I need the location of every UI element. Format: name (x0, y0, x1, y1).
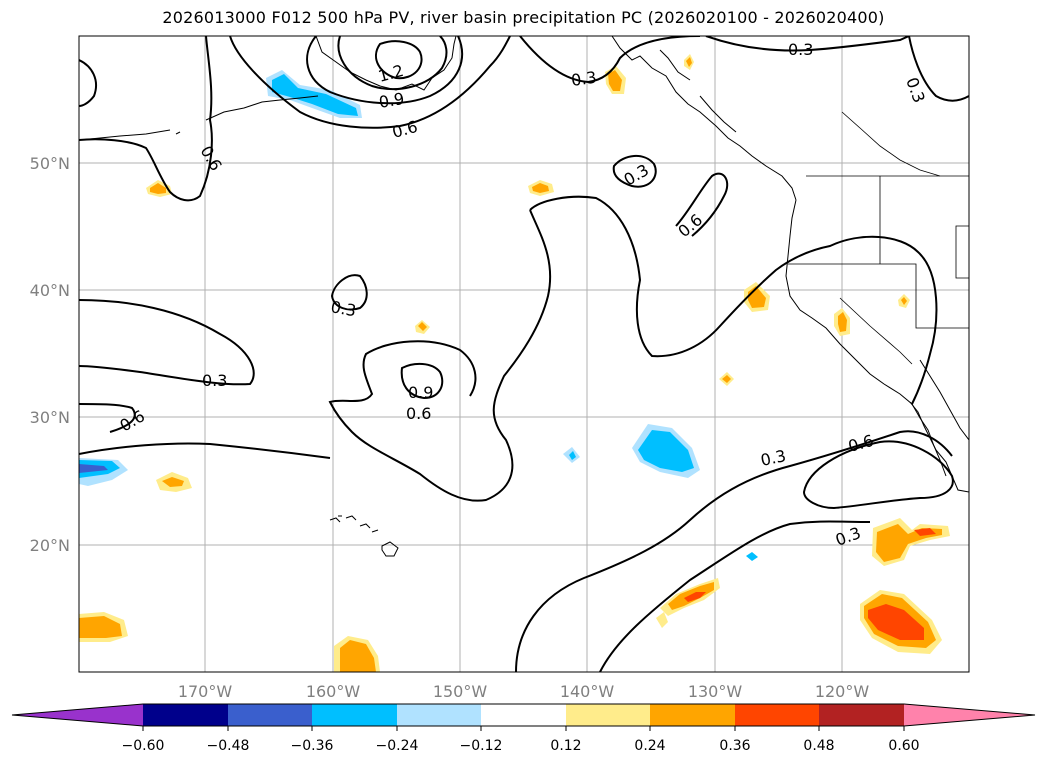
map-border (78, 35, 970, 673)
svg-text:0.3: 0.3 (788, 40, 813, 59)
colorbar-tick: −0.60 (122, 738, 165, 754)
colorbar-extend-high (904, 704, 1035, 726)
colorbar-tick: −0.24 (376, 738, 419, 754)
pv-contours (79, 36, 969, 672)
svg-text:0.9: 0.9 (377, 89, 405, 112)
latitude-labels: 50°N 40°N 30°N 20°N (30, 154, 70, 555)
svg-text:50°N: 50°N (30, 154, 70, 173)
colorbar-extend-low (12, 704, 143, 726)
svg-text:0.3: 0.3 (570, 68, 598, 90)
svg-text:0.3: 0.3 (759, 446, 788, 470)
svg-text:30°N: 30°N (30, 408, 70, 427)
colorbar-tick: 0.60 (888, 738, 919, 754)
svg-text:40°N: 40°N (30, 281, 70, 300)
colorbar-tick: 0.12 (550, 738, 581, 754)
svg-text:150°W: 150°W (433, 682, 488, 701)
colorbar-tick: −0.36 (291, 738, 334, 754)
map-title: 2026013000 F012 500 hPa PV, river basin … (162, 8, 885, 27)
svg-text:0.3: 0.3 (202, 371, 227, 390)
country-borders (788, 111, 969, 365)
colorbar-tick: 0.36 (719, 738, 750, 754)
longitude-labels: 170°W 160°W 150°W 140°W 130°W 120°W (178, 682, 870, 701)
svg-text:120°W: 120°W (815, 682, 870, 701)
colorbar-tick: 0.24 (634, 738, 665, 754)
gridlines (79, 36, 969, 672)
svg-text:170°W: 170°W (178, 682, 233, 701)
map-area (79, 36, 969, 672)
svg-text:130°W: 130°W (688, 682, 743, 701)
precipitation-shading (79, 54, 950, 672)
colorbar-tick: 0.48 (803, 738, 834, 754)
svg-text:140°W: 140°W (560, 682, 615, 701)
colorbar-tick: −0.48 (207, 738, 250, 754)
colorbar: −0.60 −0.48 −0.36 −0.24 −0.12 0.12 0.24 … (11, 703, 1036, 754)
svg-text:0.3: 0.3 (329, 297, 357, 320)
svg-text:160°W: 160°W (306, 682, 361, 701)
colorbar-tick: −0.12 (460, 738, 503, 754)
coastlines (79, 36, 969, 557)
svg-text:20°N: 20°N (30, 536, 70, 555)
svg-text:0.6: 0.6 (406, 404, 431, 423)
svg-text:0.9: 0.9 (408, 383, 433, 402)
